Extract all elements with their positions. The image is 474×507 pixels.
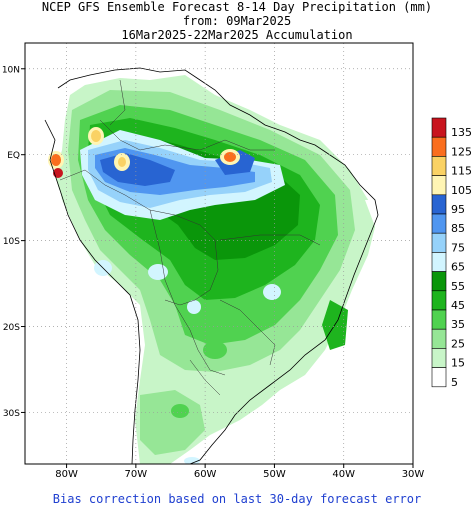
- legend-label: 95: [451, 203, 465, 216]
- legend-label: 55: [451, 280, 465, 293]
- lon-label: 60W: [194, 469, 217, 480]
- legend-label: 45: [451, 299, 465, 312]
- lat-label: 30S: [3, 409, 20, 419]
- peak-115mm-1: [91, 130, 101, 142]
- legend-label: 115: [451, 165, 472, 178]
- coastline: [57, 67, 379, 464]
- legend-label: 25: [451, 337, 465, 350]
- legend-label: 5: [451, 376, 458, 389]
- legend-swatch: [431, 156, 447, 176]
- pacific-white: [25, 185, 135, 464]
- lat-label: 20S: [3, 323, 20, 333]
- legend-label: 105: [451, 184, 472, 197]
- lon-label: 80W: [55, 469, 78, 480]
- precipitation-field: [25, 43, 413, 464]
- west-coastline: [44, 119, 141, 464]
- peak-115mm-2: [118, 157, 126, 167]
- legend-swatch: [431, 194, 447, 215]
- legend-label: 135: [451, 126, 472, 139]
- legend-label: 125: [451, 145, 472, 158]
- forecast-issue-date: from: 09Mar2025: [182, 14, 292, 28]
- atlantic-white: [300, 200, 413, 464]
- legend-swatch: [431, 367, 447, 388]
- legend-swatch: [431, 290, 447, 311]
- lon-label: 50W: [263, 469, 286, 480]
- lat-label: EQ: [7, 151, 20, 161]
- legend-label: 15: [451, 357, 465, 370]
- legend-label: 75: [451, 241, 465, 254]
- legend-swatch: [431, 309, 447, 330]
- lat-label: 10N: [2, 65, 20, 75]
- map-title: NCEP GFS Ensemble Forecast 8-14 Day Prec…: [41, 0, 433, 14]
- caribbean-white: [25, 43, 413, 120]
- legend-swatch: [431, 117, 447, 138]
- blob-light-4: [187, 300, 201, 314]
- blob-green-6: [171, 404, 189, 418]
- legend-label: 85: [451, 222, 465, 235]
- axis-ticks: [21, 68, 414, 468]
- legend-label: 35: [451, 318, 465, 331]
- country-borders: [59, 79, 321, 396]
- longitude-labels: 80W 70W 60W 50W 40W 30W: [55, 469, 424, 480]
- bias-correction-note: Bias correction based on last 30-day for…: [52, 492, 422, 506]
- legend-label: 65: [451, 261, 465, 274]
- legend-swatch: [431, 348, 447, 368]
- legend-swatch: [431, 271, 447, 292]
- map-frame: [24, 42, 414, 465]
- legend-swatch: [431, 213, 447, 234]
- lat-lon-grid: [25, 43, 413, 464]
- lon-label: 70W: [125, 469, 148, 480]
- legend-swatch: [431, 252, 447, 272]
- accumulation-period: 16Mar2025-22Mar2025 Accumulation: [121, 28, 353, 42]
- legend-swatch: [431, 175, 447, 196]
- band-25mm-south: [140, 390, 205, 455]
- blob-light-5: [184, 457, 200, 464]
- legend-swatch: [431, 232, 447, 253]
- legend-swatch: [431, 328, 447, 349]
- lon-label: 40W: [332, 469, 355, 480]
- lon-label: 30W: [402, 469, 425, 480]
- latitude-labels: 10N EQ 10S 20S 30S: [2, 65, 20, 419]
- lat-label: 10S: [3, 237, 20, 247]
- peak-125mm-3: [51, 154, 61, 166]
- blob-green-7: [203, 341, 227, 359]
- blob-light-3: [263, 284, 281, 300]
- legend-swatch: [431, 136, 447, 157]
